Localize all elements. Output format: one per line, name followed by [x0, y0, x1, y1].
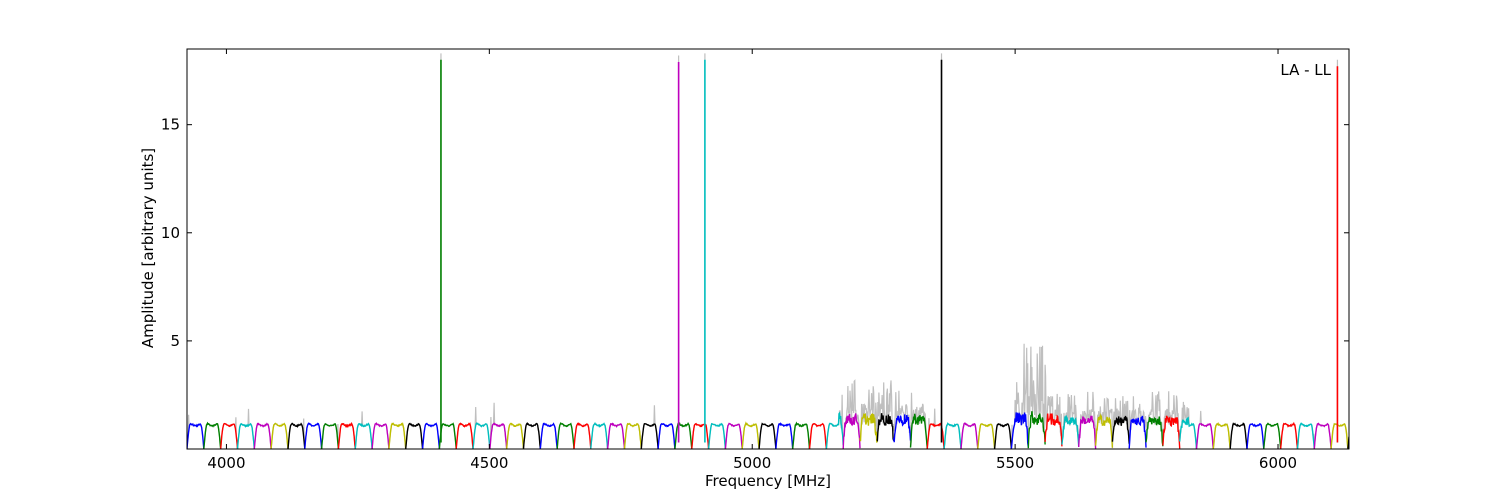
channel-series-line — [657, 422, 676, 449]
baseline-annotation: LA - LL — [1280, 61, 1331, 79]
x-tick-label: 5000 — [733, 454, 771, 472]
channel-series-line — [556, 421, 575, 449]
channel-series-line — [993, 423, 1013, 449]
channel-series-line — [489, 422, 508, 449]
x-tick-label: 4000 — [207, 454, 245, 472]
channel-series-line — [455, 421, 474, 449]
y-tick-label: 10 — [161, 224, 180, 242]
channel-series-line — [405, 422, 424, 449]
channel-series-line — [893, 414, 912, 443]
channel-series-line — [287, 422, 306, 449]
channel-series-line — [590, 421, 609, 449]
channel-series-line — [1179, 416, 1198, 449]
channel-series-line — [203, 421, 222, 449]
channel-series-line — [674, 421, 693, 449]
channel-series-line — [472, 422, 491, 449]
channel-series-line — [1279, 421, 1299, 449]
y-tick-label: 15 — [161, 116, 180, 134]
y-axis-label: Amplitude [arbitrary units] — [139, 148, 157, 348]
x-tick-label: 6000 — [1259, 454, 1297, 472]
channel-series-line — [220, 422, 239, 449]
channel-series-line — [1296, 422, 1315, 449]
channel-series-line — [960, 422, 979, 449]
channel-series-line — [1061, 415, 1080, 447]
channel-series-line — [825, 411, 844, 449]
channel-series-line — [1027, 411, 1046, 449]
channel-series-line — [1263, 422, 1282, 449]
channel-series-line — [977, 423, 996, 449]
channel-series-line — [1145, 416, 1164, 447]
channel-series-line — [1128, 415, 1147, 449]
channel-series-line — [539, 422, 558, 449]
channel-series-line — [1094, 413, 1114, 448]
y-tick-label: 5 — [170, 332, 180, 350]
channel-series-line — [506, 422, 525, 449]
channel-series-line — [320, 422, 340, 449]
channel-series-line — [187, 422, 205, 449]
channel-series-line — [1195, 423, 1214, 449]
channel-series-line — [1313, 422, 1332, 449]
channel-series-line — [371, 422, 390, 449]
channel-series-line — [1162, 415, 1181, 449]
channel-series-line — [421, 422, 441, 449]
channel-series-line — [573, 422, 592, 449]
channel-series-line — [438, 422, 457, 449]
channel-series-line — [859, 412, 878, 443]
channel-series-line — [236, 422, 255, 449]
channel-series-line — [775, 422, 794, 449]
channel-series-line — [724, 422, 743, 449]
channel-series-line — [522, 422, 541, 449]
channel-series-line — [388, 422, 407, 449]
channel-series-line — [691, 422, 710, 449]
channel-series-line — [707, 422, 727, 449]
channel-series-line — [1111, 415, 1130, 444]
channel-series-line — [1044, 413, 1063, 447]
x-tick-label: 4500 — [470, 454, 508, 472]
channel-series-line — [876, 413, 895, 442]
channel-series-line — [623, 422, 642, 449]
axes-frame — [186, 48, 1350, 450]
channel-series-line — [640, 422, 659, 449]
channel-series-line — [1212, 421, 1231, 449]
channel-series-line — [909, 413, 928, 449]
channel-series-line — [842, 413, 861, 449]
x-tick-label: 5500 — [996, 454, 1034, 472]
channel-series-line — [606, 422, 626, 449]
channel-series-line — [1229, 422, 1248, 449]
channel-series-line — [1010, 411, 1029, 449]
channel-series-line — [1246, 422, 1265, 449]
axes: 4000 4500 5000 5500 6000 5 10 15 — [161, 48, 1350, 472]
channel-series-line — [808, 422, 828, 449]
channel-series-line — [741, 421, 760, 449]
channel-series-line — [304, 422, 323, 449]
plot-area — [187, 53, 1349, 449]
channel-series-line — [337, 421, 356, 449]
channel-series-line — [792, 421, 811, 449]
channel-series-line — [943, 422, 962, 449]
channel-series-line — [354, 422, 373, 449]
channel-series-line — [270, 422, 289, 449]
channel-series-line — [758, 422, 777, 449]
x-axis-label: Frequency [MHz] — [705, 472, 831, 490]
channel-series-line — [1078, 415, 1097, 449]
channel-series-line — [253, 422, 272, 449]
channel-series-line — [1330, 422, 1349, 449]
